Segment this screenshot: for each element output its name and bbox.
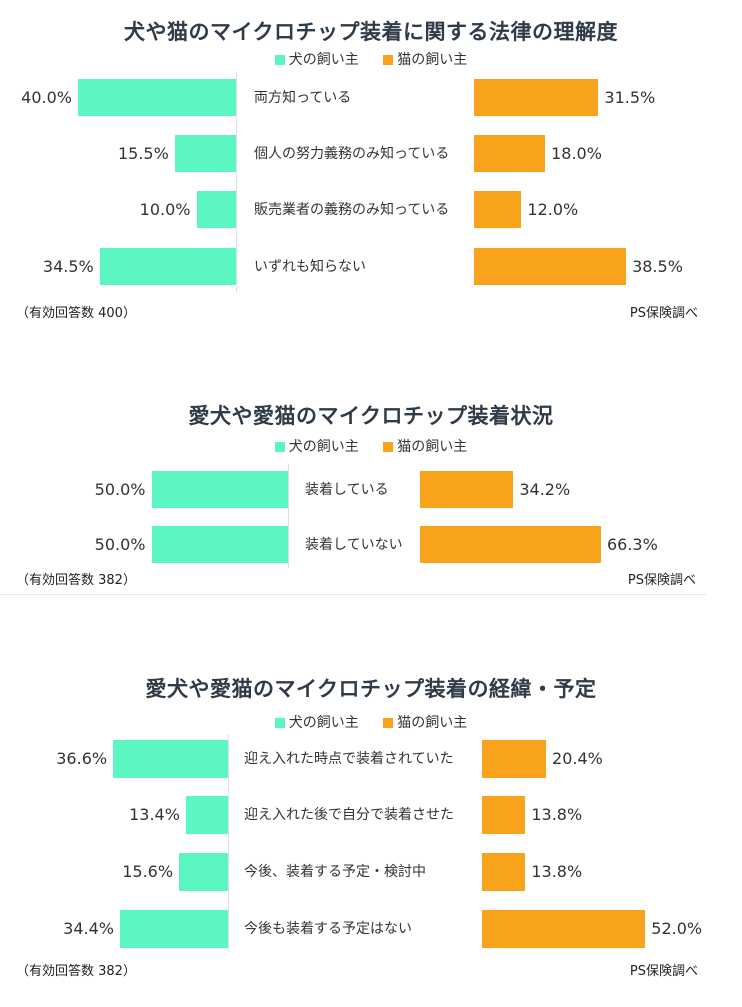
legend-item-cat: 猫の飼い主 bbox=[383, 49, 467, 69]
chart-panel-law-understanding: 犬や猫のマイクロチップ装着に関する法律の理解度 犬の飼い主 猫の飼い主 40.0… bbox=[0, 0, 742, 330]
value-label-cat-1: 18.0% bbox=[551, 144, 602, 163]
legend-item-cat: 猫の飼い主 bbox=[383, 712, 467, 732]
center-axis-line bbox=[236, 72, 237, 292]
category-label-1: 装着していない bbox=[305, 537, 403, 553]
value-label-cat-0: 31.5% bbox=[604, 88, 656, 107]
category-label-1: 迎え入れた後で自分で装着させた bbox=[244, 807, 454, 823]
category-label-2: 今後、装着する予定・検討中 bbox=[244, 864, 426, 880]
center-axis-line bbox=[288, 464, 289, 568]
panel-divider bbox=[0, 594, 706, 595]
bar-dog-3 bbox=[119, 910, 228, 948]
value-label-dog-0: 40.0% bbox=[21, 88, 72, 107]
value-label-cat-2: 12.0% bbox=[527, 200, 579, 219]
value-label-dog-1: 15.5% bbox=[117, 144, 169, 163]
chart-panel-chip-status: 愛犬や愛猫のマイクロチップ装着状況 犬の飼い主 猫の飼い主 50.0% 装着してい… bbox=[0, 388, 742, 594]
value-label-cat-0: 20.4% bbox=[552, 749, 603, 768]
legend-swatch-dog bbox=[274, 55, 285, 65]
category-label-2: 販売業者の義務のみ知っている bbox=[254, 202, 450, 218]
bar-dog-0 bbox=[78, 79, 236, 116]
value-label-dog-2: 15.6% bbox=[122, 862, 174, 881]
legend-label-dog: 犬の飼い主 bbox=[288, 715, 359, 731]
bar-cat-1 bbox=[482, 796, 526, 834]
bar-cat-1 bbox=[420, 526, 601, 563]
value-label-cat-1: 66.3% bbox=[606, 535, 658, 554]
bar-cat-2 bbox=[474, 191, 522, 228]
value-label-cat-0: 34.2% bbox=[519, 480, 571, 499]
bar-dog-0 bbox=[151, 471, 288, 508]
respondent-count-note: （有効回答数 400） bbox=[16, 306, 136, 321]
legend-item-dog: 犬の飼い主 bbox=[274, 436, 359, 456]
value-label-dog-2: 10.0% bbox=[139, 200, 191, 219]
chart-panel-chip-history: 愛犬や愛猫のマイクロチップ装着の経緯・予定 犬の飼い主 猫の飼い主 36.6% 迎… bbox=[0, 660, 742, 1007]
value-label-dog-0: 36.6% bbox=[56, 749, 108, 768]
bar-dog-1 bbox=[151, 526, 288, 563]
value-label-cat-1: 13.8% bbox=[531, 805, 583, 824]
bar-dog-3 bbox=[99, 248, 236, 285]
chart-legend: 犬の飼い主 猫の飼い主 bbox=[0, 712, 742, 732]
bar-cat-1 bbox=[474, 135, 546, 172]
bar-dog-0 bbox=[113, 740, 228, 778]
legend-swatch-dog bbox=[274, 442, 285, 452]
category-label-3: 今後も装着する予定はない bbox=[244, 921, 412, 937]
legend-label-cat: 猫の飼い主 bbox=[397, 52, 468, 68]
center-axis-line bbox=[228, 734, 229, 952]
legend-swatch-dog bbox=[274, 718, 285, 728]
chart-title: 愛犬や愛猫のマイクロチップ装着の経緯・予定 bbox=[145, 677, 597, 701]
legend-label-cat: 猫の飼い主 bbox=[397, 439, 468, 455]
value-label-dog-0: 50.0% bbox=[94, 480, 146, 499]
bar-cat-0 bbox=[474, 79, 599, 116]
chart-legend: 犬の飼い主 猫の飼い主 bbox=[0, 49, 742, 69]
legend-swatch-cat bbox=[383, 442, 394, 452]
source-note: PS保険調べ bbox=[627, 573, 696, 588]
legend-label-dog: 犬の飼い主 bbox=[288, 52, 359, 68]
category-label-0: 迎え入れた時点で装着されていた bbox=[244, 751, 454, 767]
respondent-count-note: （有効回答数 382） bbox=[16, 573, 136, 588]
value-label-dog-3: 34.4% bbox=[63, 919, 114, 938]
value-label-dog-3: 34.5% bbox=[42, 257, 94, 276]
bar-dog-1 bbox=[185, 796, 228, 834]
legend-label-cat: 猫の飼い主 bbox=[397, 715, 468, 731]
bar-dog-2 bbox=[196, 191, 236, 228]
category-label-0: 両方知っている bbox=[254, 90, 352, 106]
bar-cat-2 bbox=[482, 853, 526, 891]
bar-cat-0 bbox=[482, 740, 547, 778]
category-label-3: いずれも知らない bbox=[254, 259, 366, 275]
value-label-dog-1: 50.0% bbox=[94, 535, 146, 554]
chart-title: 犬や猫のマイクロチップ装着に関する法律の理解度 bbox=[123, 20, 619, 44]
chart-legend: 犬の飼い主 猫の飼い主 bbox=[0, 436, 742, 456]
source-note: PS保険調べ bbox=[629, 306, 698, 321]
bar-cat-3 bbox=[482, 910, 646, 948]
value-label-cat-3: 52.0% bbox=[651, 919, 703, 938]
bar-cat-0 bbox=[420, 471, 514, 508]
value-label-cat-2: 13.8% bbox=[531, 862, 583, 881]
legend-item-cat: 猫の飼い主 bbox=[383, 436, 467, 456]
respondent-count-note: （有効回答数 382） bbox=[16, 964, 136, 979]
bar-dog-1 bbox=[174, 135, 236, 172]
category-label-1: 個人の努力義務のみ知っている bbox=[254, 146, 450, 162]
legend-swatch-cat bbox=[383, 55, 394, 65]
legend-item-dog: 犬の飼い主 bbox=[274, 49, 359, 69]
source-note: PS保険調べ bbox=[629, 964, 698, 979]
category-label-0: 装着している bbox=[305, 482, 389, 498]
value-label-dog-1: 13.4% bbox=[129, 805, 180, 824]
legend-item-dog: 犬の飼い主 bbox=[274, 712, 359, 732]
bar-dog-2 bbox=[179, 853, 228, 891]
value-label-cat-3: 38.5% bbox=[632, 257, 683, 276]
legend-label-dog: 犬の飼い主 bbox=[288, 439, 359, 455]
bar-cat-3 bbox=[474, 248, 627, 285]
chart-title: 愛犬や愛猫のマイクロチップ装着状況 bbox=[188, 404, 554, 428]
legend-swatch-cat bbox=[383, 718, 394, 728]
